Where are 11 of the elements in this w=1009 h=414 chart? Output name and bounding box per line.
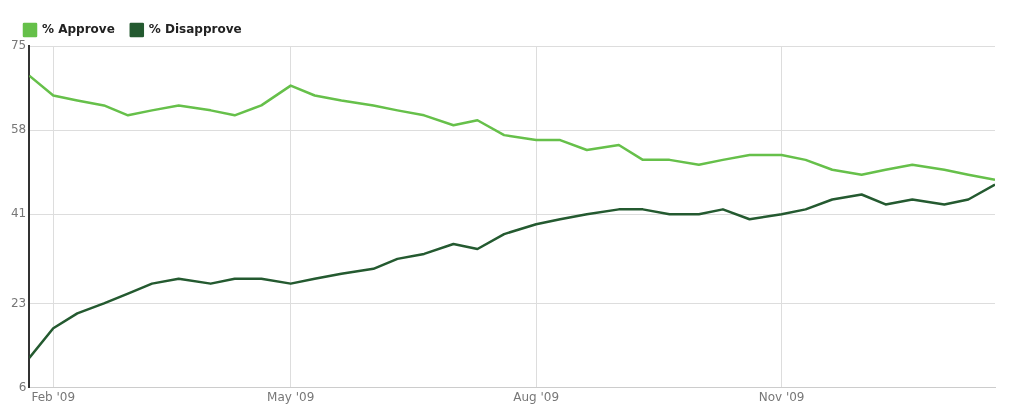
x-tick-label: Feb '09 [31, 389, 76, 404]
legend-label: % Approve [42, 22, 115, 37]
x-tick-label: May '09 [267, 389, 315, 404]
y-tick-label: 41 [10, 206, 27, 221]
y-tick-label: 23 [10, 295, 27, 310]
y-tick-label: 75 [10, 38, 27, 53]
x-tick-label: Aug '09 [513, 389, 560, 404]
y-tick-label: 6 [18, 379, 27, 394]
legend-label: % Disapprove [148, 22, 242, 37]
y-tick-label: 58 [10, 122, 27, 137]
x-tick-label: Nov '09 [758, 389, 805, 404]
